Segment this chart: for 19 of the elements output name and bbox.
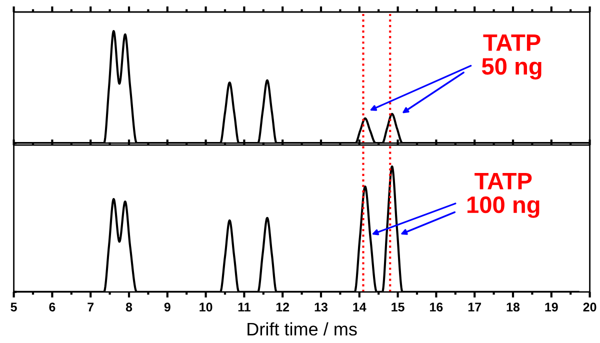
x-tick-label: 14 — [353, 302, 366, 312]
x-tick-label: 11 — [238, 302, 250, 312]
x-tick-label: 10 — [200, 302, 212, 312]
x-tick-label: 19 — [545, 302, 558, 312]
annotation: TATP 50 ng — [482, 34, 542, 80]
x-tick-label: 12 — [276, 302, 290, 312]
x-tick-label: 5 — [10, 302, 17, 312]
x-tick-label: 13 — [314, 302, 328, 312]
x-tick-label: 16 — [430, 302, 443, 312]
x-tick-label: 6 — [49, 302, 56, 312]
x-tick-label: 9 — [164, 302, 170, 312]
x-tick-label: 17 — [468, 302, 482, 312]
x-tick-label: 7 — [88, 302, 94, 312]
x-tick-label: 20 — [583, 302, 596, 312]
annotation: TATP 100 ng — [467, 172, 540, 218]
x-axis-title: Drift time / ms — [248, 322, 357, 336]
x-tick-label: 8 — [126, 302, 132, 312]
x-tick-label: 15 — [392, 302, 404, 312]
x-tick-label: 18 — [506, 302, 520, 312]
